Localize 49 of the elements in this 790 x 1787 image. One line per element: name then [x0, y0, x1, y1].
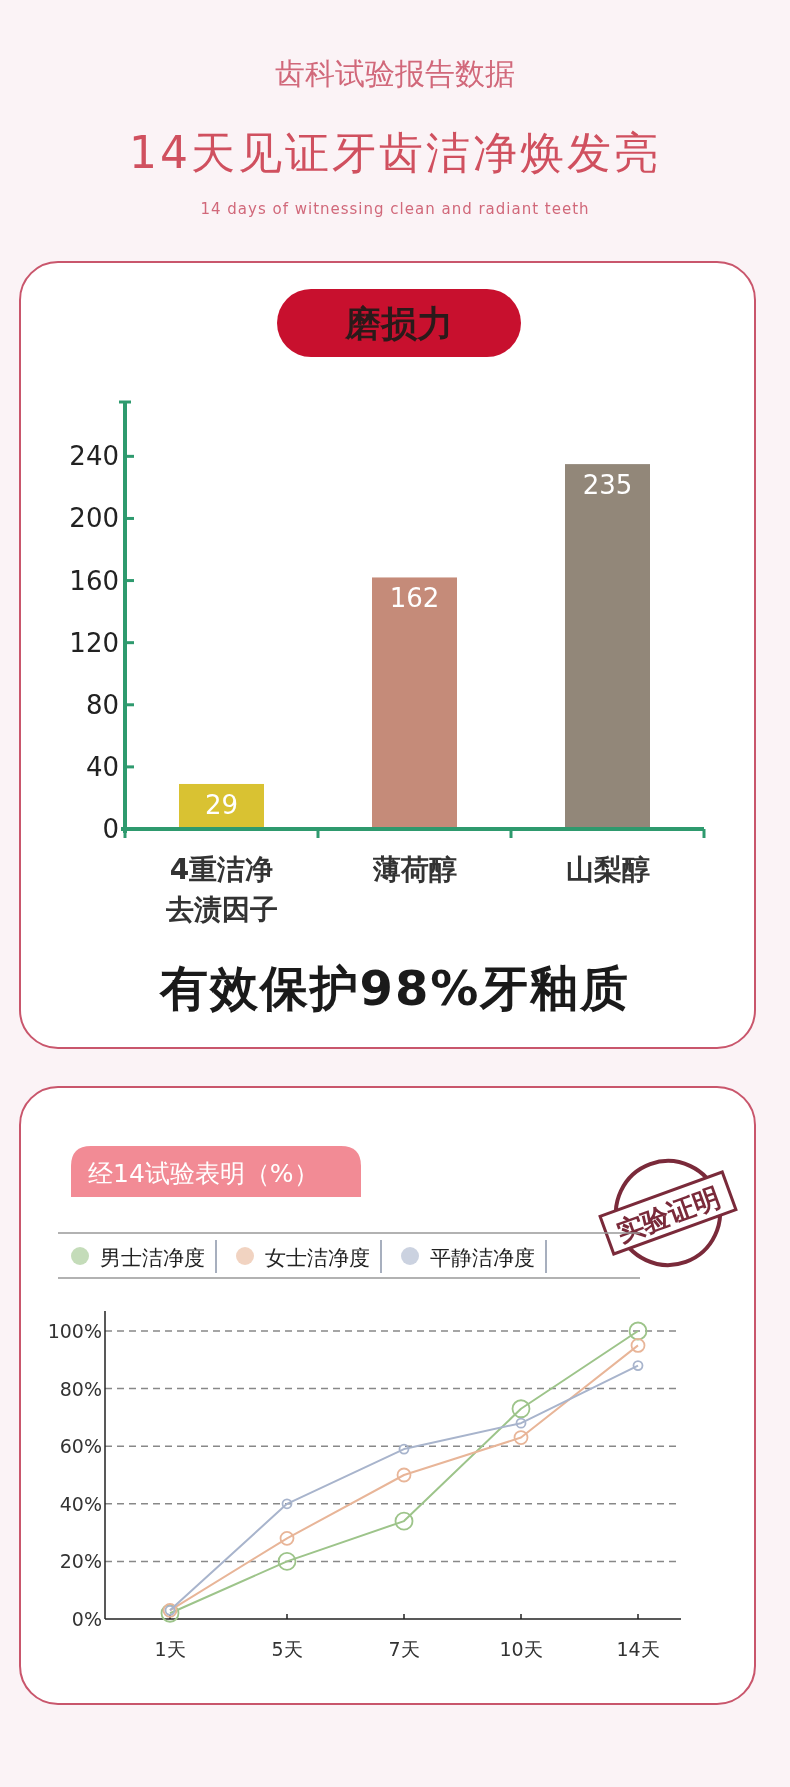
- point: [281, 1498, 293, 1510]
- point: [628, 1321, 648, 1341]
- point: [394, 1511, 414, 1531]
- point: [511, 1399, 531, 1419]
- point: [513, 1430, 529, 1445]
- text: 14 days of witnessing clean and radiant teeth: [200, 200, 590, 218]
- legend-label: 平静洁净度: [430, 1246, 535, 1270]
- point: [396, 1467, 412, 1483]
- text: 14天见证牙齿洁净焕发亮: [129, 127, 661, 178]
- chart-title: 经14试验表明（%）: [88, 1159, 319, 1188]
- point: [632, 1360, 644, 1371]
- x-tick-label: 10天: [499, 1638, 543, 1660]
- y-tick-label: 100%: [47, 1320, 102, 1342]
- y-tick-label: 0%: [71, 1608, 102, 1630]
- y-tick-label: 0: [102, 814, 119, 844]
- point: [515, 1417, 527, 1429]
- point: [630, 1338, 646, 1353]
- x-tick-label: 4重洁净去渍因子: [164, 853, 278, 926]
- point: [398, 1443, 410, 1455]
- y-tick-label: 160: [69, 565, 119, 596]
- legend-label: 男士洁净度: [100, 1246, 205, 1270]
- y-tick-label: 80%: [59, 1377, 102, 1400]
- x-tick-label: 7天: [388, 1638, 420, 1660]
- chart-title: 磨损力: [344, 303, 453, 344]
- text: 齿科试验报告数据: [275, 56, 515, 91]
- point: [160, 1603, 180, 1623]
- point: [277, 1552, 297, 1571]
- y-tick-label: 40%: [59, 1492, 102, 1515]
- data-label: 29: [204, 789, 239, 820]
- bar: [372, 577, 457, 829]
- x-tick-label: 山梨醇: [565, 853, 650, 886]
- y-tick-label: 40: [85, 751, 119, 782]
- x-tick-label: 14天: [616, 1638, 660, 1660]
- y-tick-label: 120: [69, 627, 119, 658]
- data-label: 235: [582, 470, 633, 501]
- stamp: 实验证明: [598, 1159, 738, 1267]
- y-tick-label: 200: [69, 503, 119, 534]
- bar: [565, 464, 650, 829]
- y-tick-label: 20%: [59, 1550, 102, 1573]
- x-tick-label: 薄荷醇: [371, 853, 457, 886]
- text: 有效保护98%牙釉质: [158, 960, 631, 1016]
- point: [279, 1530, 295, 1546]
- y-tick-label: 240: [69, 441, 119, 472]
- y-tick-label: 60%: [59, 1435, 102, 1458]
- legend-label: 女士洁净度: [265, 1246, 370, 1270]
- data-label: 162: [389, 583, 440, 614]
- x-tick-label: 1天: [154, 1638, 186, 1660]
- y-tick-label: 80: [85, 689, 119, 720]
- x-tick-label: 5天: [271, 1638, 303, 1660]
